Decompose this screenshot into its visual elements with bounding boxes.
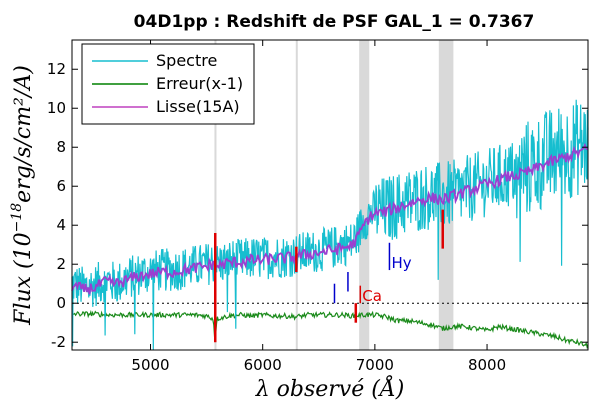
x-tick-label-2: 7000 [356,356,394,374]
legend-label-spectre: Spectre [156,51,217,70]
chart-title: 04D1pp : Redshift de PSF GAL_1 = 0.7367 [134,12,535,32]
shaded-band-0 [214,40,217,350]
shaded-band-2 [359,40,370,350]
y-tick-label-5: 8 [56,138,66,156]
shaded-band-1 [295,40,298,350]
x-axis-label: λ observé (Å) [255,374,405,400]
y-tick-label-6: 10 [47,99,66,117]
legend: Spectre Erreur(x-1) Lisse(15A) [81,43,255,125]
annotation-label-3: Hy [391,254,411,272]
y-axis-label: Flux (10−18erg/s/cm²/A) [9,65,36,326]
y-axis-ticks: -2 0 2 4 6 8 10 12 [47,60,588,351]
y-tick-label-3: 4 [56,216,66,234]
annotation-label-2: Ca [362,287,382,305]
series-lisse [71,142,589,295]
legend-label-erreur: Erreur(x-1) [156,74,243,93]
x-tick-label-0: 5000 [131,356,169,374]
y-axis-label-exponent: −18 [9,203,25,233]
x-axis-ticks: 5000 6000 7000 8000 [131,40,506,374]
legend-label-lisse: Lisse(15A) [156,97,240,116]
y-axis-label-prefix: Flux (10 [11,232,36,325]
y-tick-label-0: -2 [51,333,66,351]
line-annotations: Ca Hy [333,242,412,305]
y-tick-label-1: 0 [56,294,66,312]
series-erreur [71,309,589,350]
y-tick-label-2: 2 [56,255,66,273]
x-tick-label-1: 6000 [244,356,282,374]
y-tick-label-4: 6 [56,177,66,195]
sky-lines [213,209,444,343]
plot-frame [71,39,589,351]
y-tick-label-7: 12 [47,60,66,78]
y-axis-label-units: erg/s/cm²/A) [11,65,36,203]
x-tick-label-3: 8000 [468,356,506,374]
